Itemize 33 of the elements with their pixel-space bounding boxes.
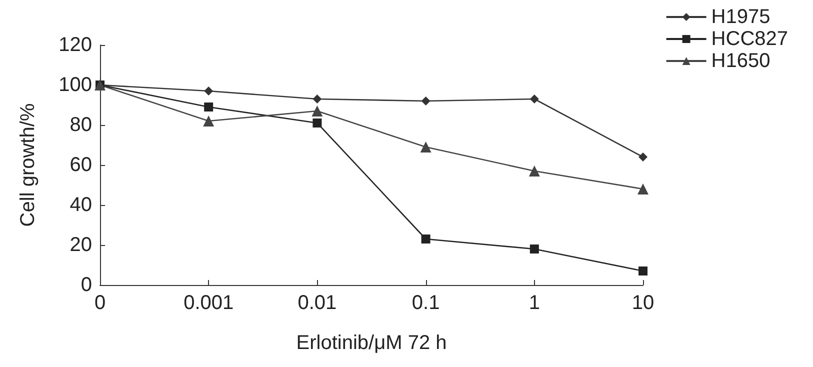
legend-label: H1650: [711, 50, 770, 72]
y-tick-label: 60: [70, 154, 92, 176]
legend-label: H1975: [711, 6, 770, 28]
x-tick-label: 0.1: [412, 292, 440, 314]
point: [204, 102, 214, 112]
point: [638, 152, 648, 162]
point: [312, 94, 322, 104]
point: [312, 106, 323, 116]
legend-label: HCC827: [711, 28, 788, 50]
y-axis-title: Cell growth/%: [17, 103, 39, 227]
point: [638, 184, 648, 194]
y-tick-label: 20: [70, 234, 92, 256]
point: [203, 116, 214, 126]
point: [638, 266, 648, 276]
point: [204, 86, 214, 96]
point: [530, 94, 539, 104]
x-tick-label: 0.001: [184, 292, 234, 314]
x-tick-label: 1: [528, 292, 540, 314]
y-tick-label: 100: [58, 74, 92, 96]
x-tick-label: 0.01: [298, 292, 337, 314]
y-tick-label: 80: [70, 114, 92, 136]
point: [530, 244, 539, 254]
point: [312, 118, 322, 128]
x-tick-label: 10: [632, 292, 654, 314]
x-tick-label: 0: [94, 292, 106, 314]
point: [528, 166, 540, 176]
point: [421, 234, 430, 244]
point: [421, 96, 430, 106]
x-axis-title: Erlotinib/μM 72 h: [296, 332, 447, 354]
y-tick-label: 120: [58, 34, 92, 56]
y-tick-label: 0: [80, 274, 92, 296]
point: [420, 142, 432, 152]
y-tick-label: 40: [70, 194, 92, 216]
